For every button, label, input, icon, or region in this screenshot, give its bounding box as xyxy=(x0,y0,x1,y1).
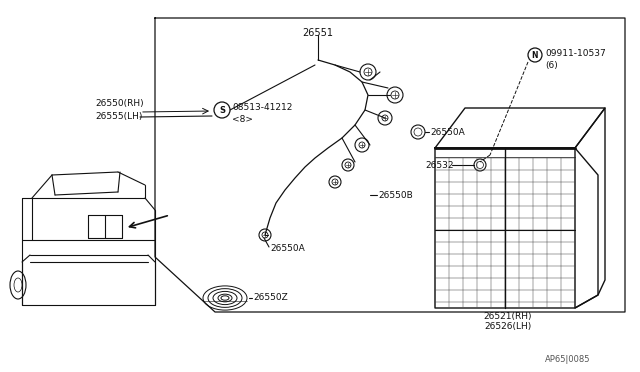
Text: (6): (6) xyxy=(545,61,557,70)
Text: AP65|0085: AP65|0085 xyxy=(545,355,591,364)
Text: N: N xyxy=(532,51,538,60)
Text: 26532: 26532 xyxy=(425,160,454,170)
Text: 26550Z: 26550Z xyxy=(253,294,288,302)
Text: 08513-41212: 08513-41212 xyxy=(232,103,292,112)
Circle shape xyxy=(528,48,542,62)
Text: S: S xyxy=(219,106,225,115)
Text: 26550(RH)
26555(LH): 26550(RH) 26555(LH) xyxy=(95,99,143,121)
Text: 26550A: 26550A xyxy=(430,128,465,137)
Text: 09911-10537: 09911-10537 xyxy=(545,48,605,58)
Circle shape xyxy=(214,102,230,118)
Text: 26551: 26551 xyxy=(303,28,333,38)
Text: 26550A: 26550A xyxy=(270,244,305,253)
Text: <8>: <8> xyxy=(232,115,253,124)
Text: 26550B: 26550B xyxy=(378,190,413,199)
Text: 26521(RH)
26526(LH): 26521(RH) 26526(LH) xyxy=(484,312,532,331)
